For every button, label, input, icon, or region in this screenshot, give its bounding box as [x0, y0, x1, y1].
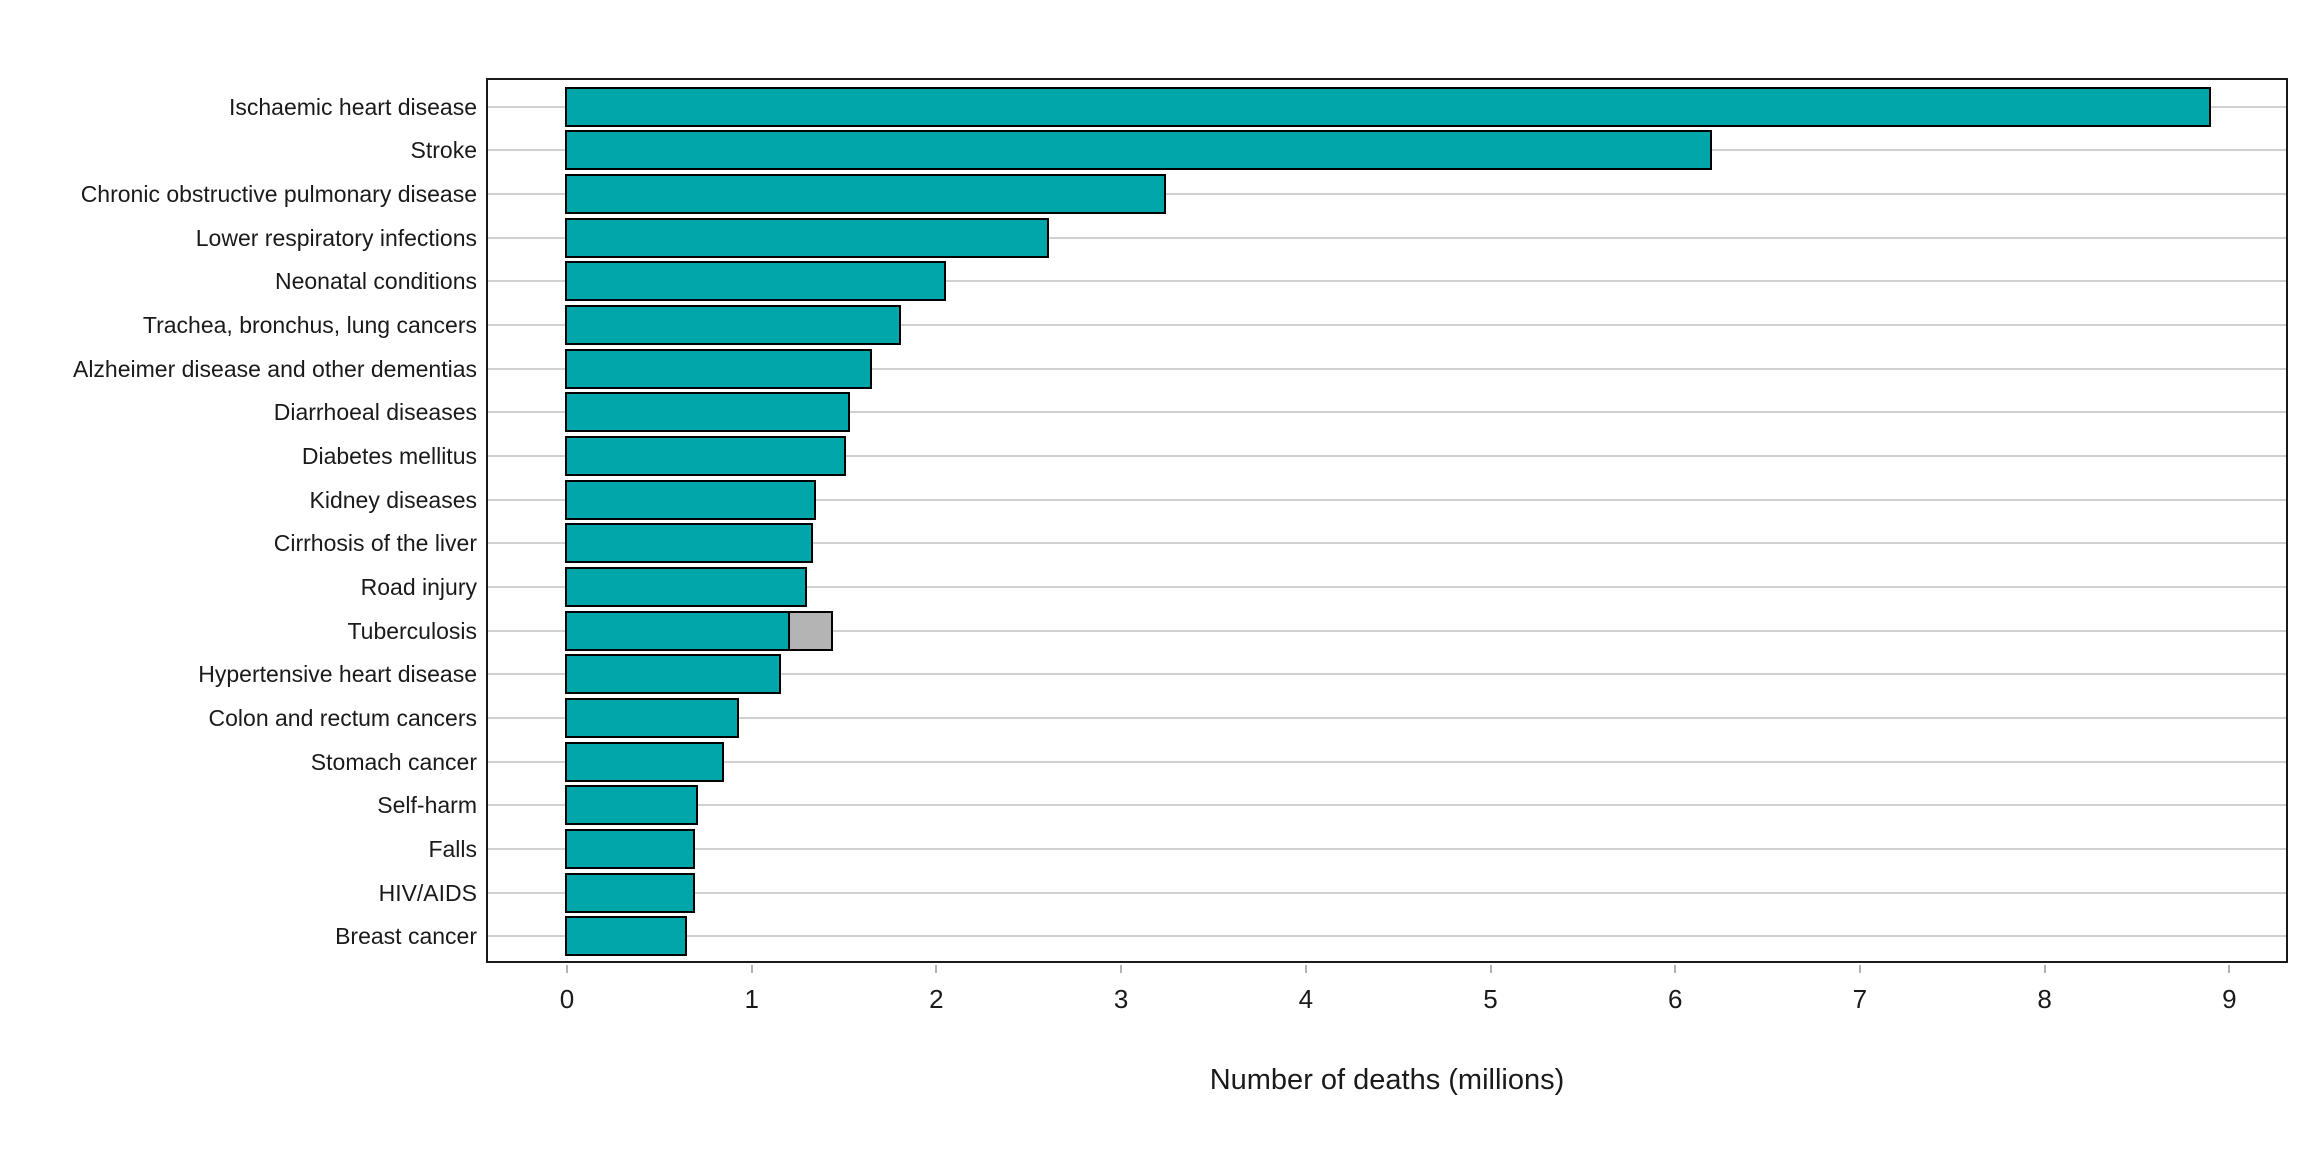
- h-gridline: [488, 804, 2286, 807]
- bar: [565, 654, 782, 695]
- x-tick: [566, 965, 568, 973]
- category-label: Breast cancer: [335, 923, 477, 950]
- x-tick-label: 1: [744, 984, 759, 1014]
- bar: [565, 916, 688, 957]
- h-gridline: [488, 586, 2286, 589]
- h-gridline: [488, 935, 2286, 938]
- bar: [565, 86, 2211, 127]
- category-label: Hypertensive heart disease: [198, 661, 477, 688]
- category-label: Chronic obstructive pulmonary disease: [80, 181, 477, 208]
- category-label: Colon and rectum cancers: [208, 705, 477, 732]
- h-gridline: [488, 717, 2286, 720]
- category-label: Lower respiratory infections: [195, 224, 477, 251]
- category-label: Stomach cancer: [310, 748, 477, 775]
- x-tick: [750, 965, 753, 973]
- h-gridline: [488, 324, 2286, 327]
- x-tick-label: 7: [1852, 984, 1868, 1014]
- x-tick-label: 5: [1483, 984, 1498, 1014]
- h-gridline: [488, 280, 2286, 283]
- x-tick-label: 0: [559, 984, 575, 1014]
- category-label: Alzheimer disease and other dementias: [72, 355, 477, 382]
- h-gridline: [488, 629, 2286, 632]
- bar: [565, 741, 725, 782]
- category-label: Tuberculosis: [347, 617, 477, 644]
- x-tick: [935, 965, 938, 973]
- h-gridline: [488, 367, 2286, 370]
- x-tick: [2043, 965, 2046, 973]
- bar: [565, 610, 793, 651]
- bar-secondary-segment: [788, 610, 834, 651]
- x-tick-label: 3: [1113, 984, 1129, 1014]
- category-label: Diarrhoeal diseases: [273, 399, 477, 426]
- bar: [565, 698, 739, 739]
- category-label: Ischaemic heart disease: [228, 93, 477, 120]
- bar: [565, 217, 1050, 258]
- bar: [565, 305, 902, 346]
- category-label: Kidney diseases: [309, 486, 478, 513]
- category-label: Falls: [428, 836, 477, 863]
- x-tick-label: 4: [1298, 984, 1314, 1014]
- category-label: Neonatal conditions: [274, 268, 477, 295]
- x-tick-label: 2: [929, 984, 944, 1014]
- x-tick-label: 8: [2037, 984, 2052, 1014]
- x-tick-label: 9: [2222, 984, 2237, 1014]
- h-gridline: [488, 455, 2286, 458]
- x-tick: [1120, 965, 1123, 973]
- bar: [565, 479, 817, 520]
- h-gridline: [488, 542, 2286, 545]
- x-tick: [1674, 965, 1677, 973]
- bar: [565, 785, 699, 826]
- bar: [565, 261, 946, 302]
- bar: [565, 348, 872, 389]
- h-gridline: [488, 891, 2286, 894]
- h-gridline: [488, 498, 2286, 501]
- category-label: Stroke: [410, 137, 477, 164]
- bar: [565, 174, 1166, 215]
- x-tick: [1858, 965, 1861, 973]
- h-gridline: [488, 848, 2286, 851]
- x-tick: [1304, 965, 1307, 973]
- bar: [565, 523, 813, 564]
- x-tick-label: 6: [1667, 984, 1683, 1014]
- bar: [565, 872, 695, 913]
- h-gridline: [488, 236, 2286, 239]
- x-tick: [1489, 965, 1492, 973]
- x-axis-title: Number of deaths (millions): [1209, 1064, 1565, 1096]
- category-label: Self-harm: [377, 792, 477, 819]
- h-gridline: [488, 193, 2286, 196]
- h-gridline: [488, 411, 2286, 414]
- h-gridline: [488, 760, 2286, 763]
- h-gridline: [488, 673, 2286, 676]
- category-label: Cirrhosis of the liver: [273, 530, 477, 557]
- category-label: Diabetes mellitus: [301, 443, 477, 470]
- bar: [565, 436, 847, 477]
- bar: [565, 567, 808, 608]
- category-label: Road injury: [360, 574, 477, 601]
- bar: [565, 392, 850, 433]
- x-tick: [2228, 965, 2231, 973]
- bar: [565, 130, 1713, 171]
- category-label: HIV/AIDS: [378, 879, 477, 906]
- bar: [565, 829, 695, 870]
- category-label: Trachea, bronchus, lung cancers: [142, 312, 477, 339]
